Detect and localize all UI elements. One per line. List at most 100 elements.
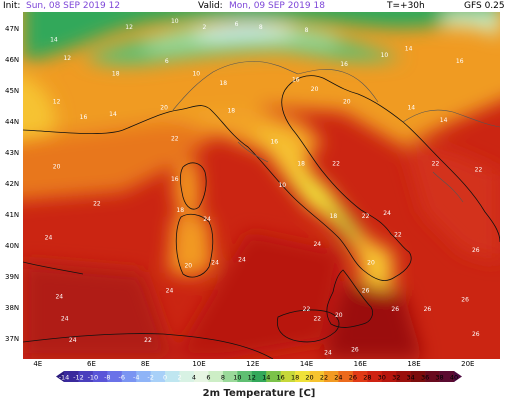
colorbar-swatch — [410, 371, 426, 382]
colorbar-tick-label: 18 — [291, 374, 299, 382]
colorbar-swatch — [381, 371, 397, 382]
temperature-label: 26 — [351, 346, 359, 353]
temperature-label: 24 — [203, 216, 211, 223]
colorbar-swatch — [78, 371, 94, 382]
colorbar-tick-label: 36 — [421, 374, 429, 382]
colorbar-tick-label: 14 — [262, 374, 270, 382]
colorbar-swatch — [136, 371, 151, 382]
temperature-label: 10 — [278, 182, 286, 189]
colorbar-tick-label: 28 — [363, 374, 371, 382]
temperature-label: 24 — [55, 294, 63, 301]
colorbar-swatch — [439, 371, 455, 382]
colorbar-tick-label: 22 — [320, 374, 328, 382]
temperature-label: 2 — [202, 24, 206, 31]
temperature-label: 16 — [456, 58, 464, 65]
valid-value: Mon, 09 SEP 2019 18 — [229, 1, 325, 11]
temperature-field — [23, 12, 500, 359]
colorbar-tick-label: 12 — [248, 374, 256, 382]
colorbar-swatch — [150, 371, 166, 382]
colorbar-swatch — [237, 371, 253, 382]
temperature-label: 16 — [80, 114, 88, 121]
latitude-label: 37N — [5, 334, 20, 343]
colorbar-tick-label: 38 — [435, 374, 443, 382]
temperature-label: 22 — [313, 315, 321, 322]
colorbar-tick-label: -4 — [133, 374, 139, 382]
model-name: GFS 0.25 — [464, 1, 505, 11]
colorbar-swatch — [107, 371, 123, 382]
latitude-label: 43N — [5, 149, 20, 157]
latitude-label: 47N — [5, 25, 20, 33]
colorbar-swatch — [280, 371, 296, 382]
map-header: Init: Sun, 08 SEP 2019 12 Valid: Mon, 09… — [0, 0, 518, 12]
temperature-label: 10 — [381, 52, 389, 59]
temperature-label: 14 — [440, 117, 448, 124]
colorbar-swatch — [64, 371, 79, 382]
latitude-label: 44N — [5, 118, 20, 126]
colorbar-tick-label: 34 — [407, 374, 415, 382]
colorbar-tick-label: -2 — [147, 374, 153, 382]
temperature-label: 26 — [472, 247, 480, 254]
colorbar-swatch — [352, 371, 368, 382]
temperature-label: 16 — [292, 77, 300, 84]
temperature-label: 26 — [461, 297, 469, 304]
temperature-label: 24 — [211, 260, 219, 267]
colorbar-swatch — [251, 371, 267, 382]
colorbar-swatch — [179, 371, 195, 382]
temperature-label: 18 — [330, 213, 338, 220]
temperature-label: 18 — [176, 207, 184, 214]
temperature-label: 22 — [93, 201, 101, 208]
longitude-label: 10E — [192, 360, 206, 368]
temperature-label: 24 — [238, 256, 246, 263]
colorbar-swatch — [208, 371, 224, 382]
temperature-label: 24 — [313, 241, 321, 248]
colorbar-tick-label: -12 — [73, 374, 84, 382]
colorbar-swatch — [266, 371, 281, 382]
longitude-axis: 4E 6E 8E 10E 12E 14E 16E 18E 20E — [0, 360, 518, 370]
colorbar-tick-label: 8 — [221, 374, 225, 382]
temperature-label: 14 — [109, 111, 117, 118]
longitude-label: 4E — [33, 360, 43, 368]
colorbar-swatch — [121, 371, 137, 382]
colorbar-tick-label: 2 — [177, 374, 181, 382]
temperature-label: 24 — [324, 349, 332, 356]
colorbar-swatch — [367, 371, 383, 382]
temperature-label: 16 — [270, 139, 278, 146]
colorbar-tick-label: 32 — [392, 374, 400, 382]
colorbar-tick-label: 16 — [277, 374, 285, 382]
lead-time: T=+30h — [387, 1, 425, 11]
temperature-label: 10 — [192, 71, 200, 78]
temperature-label: 16 — [340, 61, 348, 68]
temperature-label: 24 — [383, 210, 391, 217]
colorbar-swatch — [194, 371, 209, 382]
longitude-label: 6E — [87, 360, 96, 368]
temperature-label: 18 — [219, 80, 227, 87]
temperature-label: 24 — [45, 235, 53, 242]
longitude-label: 20E — [461, 360, 475, 368]
temperature-label: 14 — [407, 105, 415, 112]
temperature-label: 6 — [165, 58, 169, 65]
temperature-label: 20 — [184, 263, 192, 270]
latitude-label: 41N — [5, 210, 20, 219]
alps-cold-field — [23, 12, 500, 138]
temperature-label: 20 — [311, 86, 319, 93]
colorbar-swatch — [309, 371, 325, 382]
colorbar-swatch — [295, 371, 310, 382]
colorbar-swatch — [165, 371, 180, 382]
colorbar-tick-label: 6 — [206, 374, 210, 382]
init-label: Init: — [3, 1, 21, 11]
temperature-label: 18 — [112, 71, 120, 78]
temperature-label: 12 — [53, 98, 61, 105]
borders — [172, 61, 500, 203]
colorbar-swatch — [324, 371, 339, 382]
latitude-label: 40N — [5, 241, 20, 250]
colorbar-tick-label: 10 — [233, 374, 241, 382]
latitude-label: 42N — [5, 180, 20, 188]
colorbar-tick-label: -8 — [104, 374, 110, 382]
colorbar-tick-label: -6 — [119, 374, 125, 382]
temperature-label: 8 — [305, 27, 309, 34]
colorbar-swatch — [454, 371, 462, 382]
temperature-label: 14 — [50, 36, 58, 43]
temperature-label: 24 — [61, 315, 69, 322]
